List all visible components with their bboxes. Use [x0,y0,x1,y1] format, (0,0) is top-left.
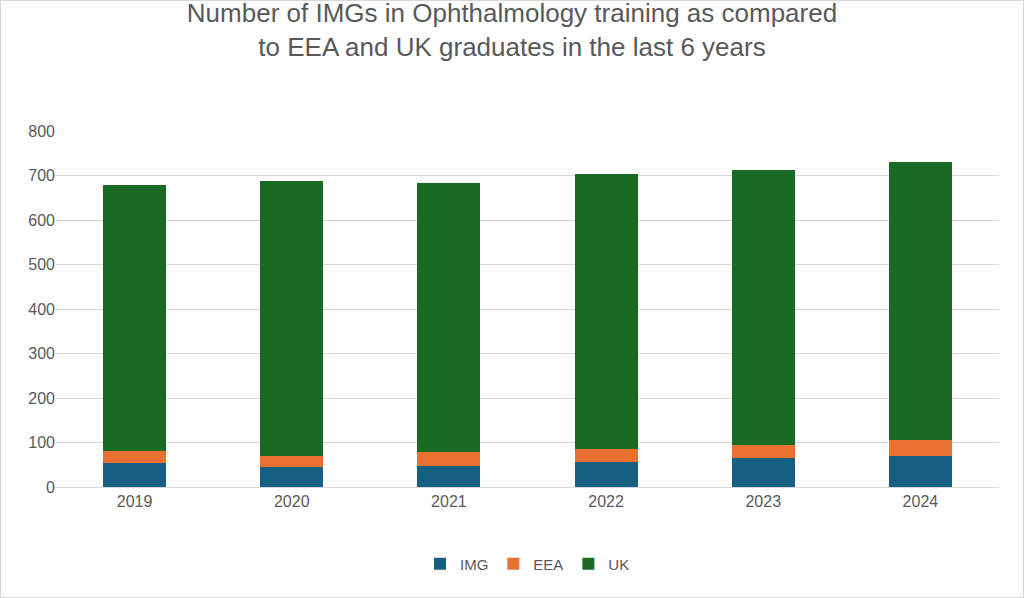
svg-text:400: 400 [28,301,55,318]
svg-text:100: 100 [28,434,55,451]
svg-text:Number of IMGs in Ophthalmolog: Number of IMGs in Ophthalmology training… [187,1,837,62]
svg-text:200: 200 [28,390,55,407]
svg-text:700: 700 [28,167,55,184]
svg-text:2020: 2020 [274,493,310,510]
svg-text:EEA: EEA [533,556,563,573]
svg-text:IMG: IMG [460,556,488,573]
svg-text:800: 800 [28,123,55,140]
svg-text:300: 300 [28,345,55,362]
svg-text:2023: 2023 [745,493,781,510]
svg-text:0: 0 [46,479,55,496]
svg-text:2019: 2019 [117,493,153,510]
svg-text:600: 600 [28,212,55,229]
svg-text:UK: UK [608,556,629,573]
svg-text:500: 500 [28,256,55,273]
svg-text:2024: 2024 [903,493,939,510]
svg-text:2021: 2021 [431,493,467,510]
svg-text:2022: 2022 [588,493,624,510]
